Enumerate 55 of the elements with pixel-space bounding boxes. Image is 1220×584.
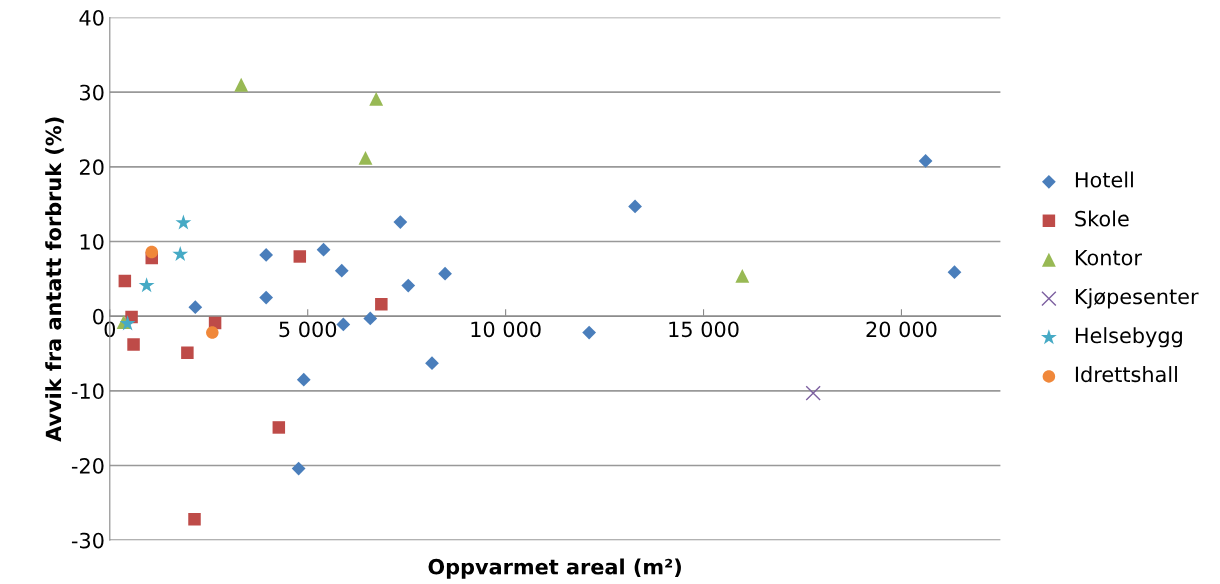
y-tick-label: 40 [79, 9, 104, 26]
x-tick-label: 15 000 [669, 321, 739, 338]
point [628, 199, 642, 214]
y-tick-label: -30 [71, 532, 104, 549]
legend-label: Kontor [1075, 249, 1142, 266]
y-tick-label: 10 [80, 233, 104, 250]
y-tick-label: 30 [80, 84, 104, 101]
point [375, 298, 388, 311]
point [259, 290, 274, 305]
point [369, 91, 384, 106]
point [272, 421, 286, 434]
point [127, 338, 140, 351]
point [735, 268, 750, 283]
point [119, 315, 136, 331]
point [175, 214, 192, 230]
x-tick-label: 0 [104, 321, 116, 338]
x-tick-label: 5 000 [279, 321, 337, 338]
point [259, 248, 274, 262]
y-axis-title: Avvik fra antatt forbruk (%) [45, 117, 64, 442]
point [181, 346, 194, 360]
legend-label: Helsebygg [1075, 327, 1182, 348]
x-tick-label: 20 000 [866, 321, 937, 338]
point [582, 325, 597, 340]
x-axis-title: Oppvarmet areal (m²) [428, 558, 681, 579]
point [334, 263, 349, 278]
point [393, 215, 408, 229]
point [363, 311, 378, 326]
y-tick-label: -10 [71, 383, 104, 400]
legend-label: Kjøpesenter [1075, 288, 1199, 309]
legend-label: Skole [1075, 210, 1129, 227]
point [206, 326, 219, 339]
point [296, 372, 311, 387]
y-tick-label: 0 [93, 308, 104, 325]
point [172, 245, 189, 261]
point [138, 277, 155, 293]
point [118, 274, 132, 288]
point [234, 77, 249, 92]
point [316, 242, 331, 257]
point [438, 266, 452, 281]
point [145, 245, 159, 259]
legend-label: Idrettshall [1075, 366, 1177, 383]
point [293, 250, 307, 263]
x-tick-label: 10 000 [471, 321, 541, 338]
point [401, 278, 416, 293]
point [425, 356, 439, 371]
point [805, 385, 821, 401]
point [947, 265, 962, 280]
y-tick-label: -20 [71, 457, 104, 474]
point [336, 317, 351, 332]
point [358, 150, 373, 165]
point [188, 513, 201, 526]
point [918, 154, 933, 168]
y-tick-label: 20 [79, 159, 104, 176]
point [188, 300, 203, 315]
legend-label: Hotell [1075, 171, 1133, 188]
